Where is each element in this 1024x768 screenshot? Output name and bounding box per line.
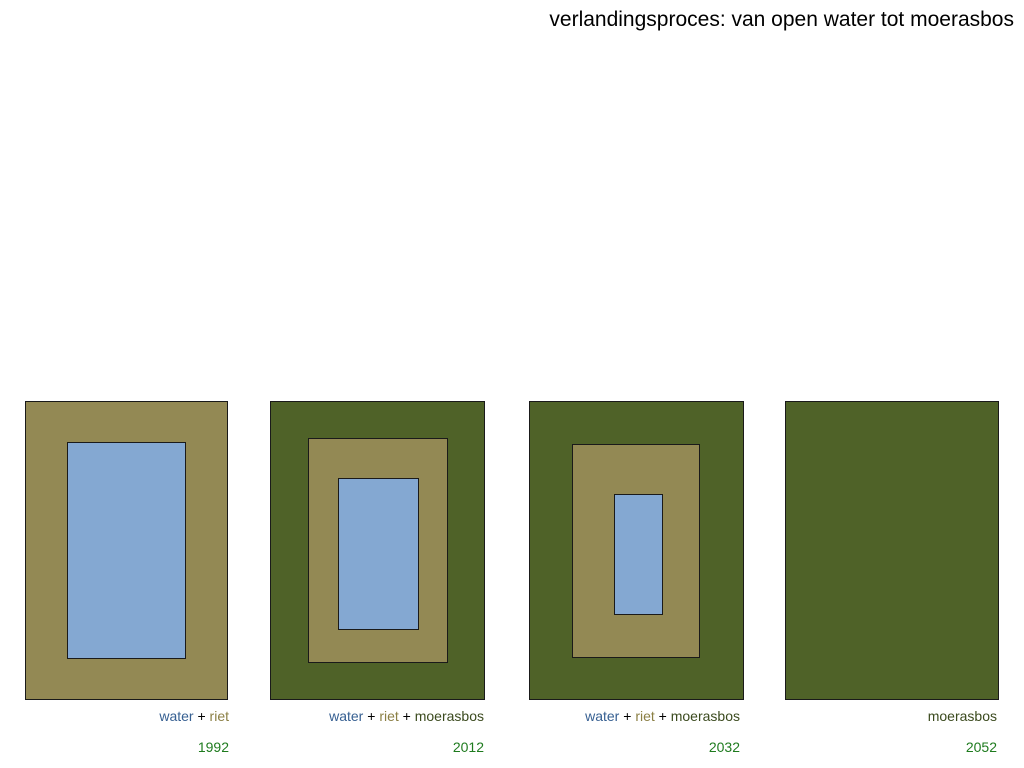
- panel-2052-caption: moerasbos: [928, 708, 997, 724]
- label-plus: +: [654, 708, 671, 724]
- label-moerasbos: moerasbos: [670, 708, 740, 724]
- panel-1992-caption: water + riet: [159, 708, 229, 724]
- label-riet: riet: [635, 708, 655, 724]
- panel-2052-moerasbos: [785, 401, 999, 700]
- label-water: water: [329, 708, 364, 724]
- panel-2012-caption: water + riet + moerasbos: [329, 708, 484, 724]
- label-water: water: [585, 708, 620, 724]
- panel-2012-water: [338, 478, 419, 630]
- panel-2012-year: 2012: [452, 739, 484, 755]
- label-plus: +: [193, 708, 210, 724]
- panel-2032-water: [614, 494, 663, 615]
- panel-2032-caption: water + riet + moerasbos: [585, 708, 740, 724]
- panel-2032-year: 2032: [708, 739, 740, 755]
- label-moerasbos: moerasbos: [927, 708, 997, 724]
- label-riet: riet: [209, 708, 229, 724]
- panel-1992-year: 1992: [197, 739, 229, 755]
- panel-2052-year: 2052: [965, 739, 997, 755]
- diagram-title: verlandingsproces: van open water tot mo…: [549, 8, 1014, 31]
- label-water: water: [159, 708, 194, 724]
- label-plus: +: [398, 708, 415, 724]
- label-moerasbos: moerasbos: [414, 708, 484, 724]
- label-riet: riet: [379, 708, 399, 724]
- label-plus: +: [619, 708, 636, 724]
- label-plus: +: [363, 708, 380, 724]
- panel-1992-water: [67, 442, 186, 659]
